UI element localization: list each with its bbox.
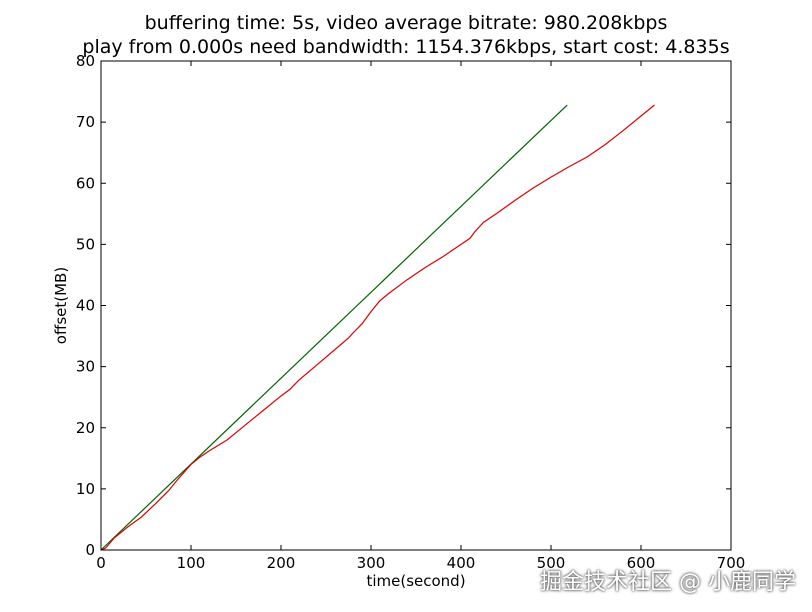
chart-subtitle: play from 0.000s need bandwidth: 1154.37… bbox=[82, 36, 730, 58]
y-tick-label: 40 bbox=[76, 297, 95, 315]
x-tick-label: 200 bbox=[267, 554, 296, 572]
x-tick-label: 0 bbox=[96, 554, 106, 572]
y-tick-label: 50 bbox=[76, 235, 95, 253]
y-axis-label: offset(MB) bbox=[52, 267, 70, 344]
y-tick-label: 10 bbox=[76, 480, 95, 498]
y-tick-label: 30 bbox=[76, 358, 95, 376]
ticks-layer: 0 100 200 300 400 500 600 700 0 10 20 30 40 50 60 70 80 bbox=[76, 52, 745, 572]
series-line-0 bbox=[100, 104, 568, 551]
y-tick-label: 80 bbox=[76, 52, 95, 70]
x-tick-label: 500 bbox=[537, 554, 566, 572]
x-tick-label: 100 bbox=[177, 554, 206, 572]
series-layer bbox=[100, 104, 655, 551]
y-tick-label: 20 bbox=[76, 419, 95, 437]
y-tick-label: 0 bbox=[85, 541, 95, 559]
chart-title: buffering time: 5s, video average bitrat… bbox=[144, 12, 668, 34]
x-tick-label: 600 bbox=[627, 554, 656, 572]
y-tick-label: 70 bbox=[76, 113, 95, 131]
x-tick-label: 700 bbox=[717, 554, 746, 572]
y-tick-label: 60 bbox=[76, 174, 95, 192]
plot-frame bbox=[100, 60, 732, 551]
x-axis-label: time(second) bbox=[366, 572, 465, 590]
x-tick-label: 400 bbox=[447, 554, 476, 572]
series-line-1 bbox=[100, 104, 655, 551]
x-tick-label: 300 bbox=[357, 554, 386, 572]
watermark: 掘金技术社区 @ 小鹿同学 bbox=[540, 570, 796, 595]
